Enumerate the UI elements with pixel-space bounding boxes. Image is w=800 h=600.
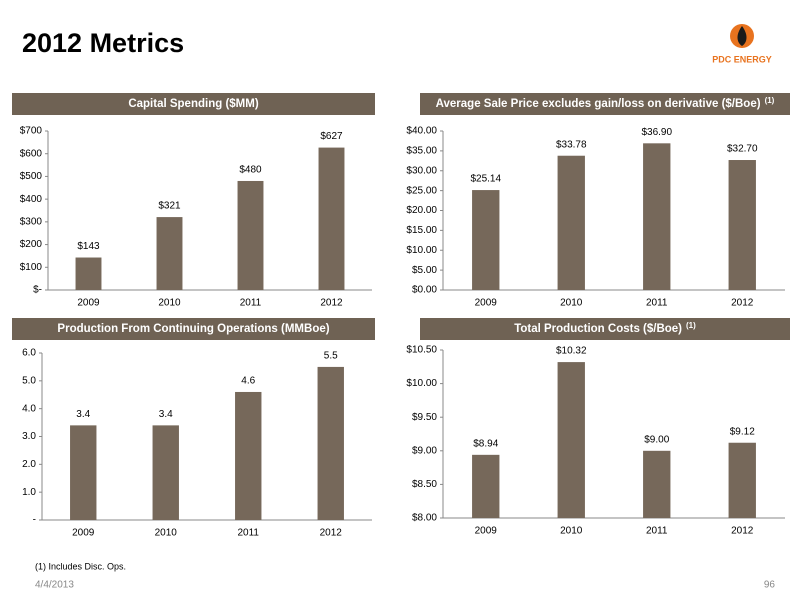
y-tick-label: 6.0: [22, 348, 36, 359]
bar: [728, 442, 756, 518]
data-label: $480: [239, 165, 262, 176]
data-label: $143: [77, 241, 100, 252]
chart-title-text: Capital Spending ($MM): [128, 98, 259, 110]
data-label: $9.00: [644, 434, 669, 445]
chart-title: Capital Spending ($MM): [128, 98, 259, 110]
x-tick-label: 2010: [155, 528, 178, 539]
y-tick-label: 4.0: [22, 403, 36, 414]
data-label: $9.12: [730, 426, 755, 437]
chart-title-note: (1): [765, 96, 775, 105]
chart-header: [12, 318, 375, 340]
data-label: $36.90: [641, 127, 672, 138]
chart-title: Average Sale Price excludes gain/loss on…: [436, 96, 775, 110]
bar: [643, 450, 671, 518]
chart-title: Production From Continuing Operations (M…: [57, 323, 329, 335]
y-tick-label: 1.0: [22, 487, 36, 498]
x-tick-label: 2011: [240, 298, 262, 309]
chart-title: Total Production Costs ($/Boe) (1): [514, 321, 696, 335]
y-tick-label: $200: [20, 239, 43, 250]
bar: [643, 143, 671, 290]
x-tick-label: 2011: [646, 526, 668, 537]
data-label: $33.78: [556, 139, 587, 150]
data-label: $10.32: [556, 346, 587, 357]
y-tick-label: $10.00: [406, 378, 437, 389]
bar: [237, 180, 264, 290]
y-tick-label: -: [33, 515, 36, 526]
y-tick-label: $8.50: [412, 479, 437, 490]
bar: [472, 454, 500, 518]
data-label: 4.6: [241, 376, 255, 387]
slide-title: 2012 Metrics: [22, 28, 184, 58]
bar: [557, 155, 585, 290]
bar: [728, 160, 756, 290]
x-tick-label: 2009: [77, 298, 100, 309]
y-tick-label: $300: [20, 216, 43, 227]
x-tick-label: 2012: [320, 298, 343, 309]
x-tick-label: 2009: [475, 298, 498, 309]
y-tick-label: $500: [20, 171, 43, 182]
y-tick-label: 5.0: [22, 375, 36, 386]
x-tick-label: 2011: [646, 298, 668, 309]
bar: [318, 147, 345, 290]
bar: [317, 366, 344, 520]
y-tick-label: $30.00: [406, 165, 437, 176]
bar: [70, 425, 97, 520]
x-tick-label: 2012: [731, 298, 754, 309]
chart-title-text: Average Sale Price excludes gain/loss on…: [436, 98, 761, 110]
chart-title-note: (1): [686, 321, 696, 330]
chart-header: [12, 93, 375, 115]
page-number: 96: [764, 580, 776, 591]
date: 4/4/2013: [35, 580, 74, 591]
chart-header: [420, 318, 790, 340]
y-tick-label: $15.00: [406, 225, 437, 236]
y-tick-label: $600: [20, 148, 43, 159]
y-tick-label: $100: [20, 262, 43, 273]
data-label: $321: [158, 201, 181, 212]
y-tick-label: $-: [33, 285, 42, 296]
data-label: $627: [320, 131, 343, 142]
x-tick-label: 2011: [237, 528, 259, 539]
bar: [152, 425, 179, 520]
chart-title-text: Total Production Costs ($/Boe): [514, 323, 682, 335]
data-label: $25.14: [470, 174, 501, 185]
y-tick-label: $9.50: [412, 412, 437, 423]
chart-header: [420, 93, 790, 115]
y-tick-label: $10.50: [406, 345, 437, 356]
logo-text: PDC ENERGY: [712, 54, 772, 64]
y-tick-label: $0.00: [412, 285, 437, 296]
y-tick-label: 3.0: [22, 431, 36, 442]
x-tick-label: 2010: [560, 526, 583, 537]
bar: [156, 217, 183, 290]
y-tick-label: $9.00: [412, 445, 437, 456]
logo-drop: [737, 26, 747, 46]
y-tick-label: $10.00: [406, 245, 437, 256]
x-tick-label: 2012: [731, 526, 754, 537]
y-tick-label: $400: [20, 194, 43, 205]
y-tick-label: $8.00: [412, 513, 437, 524]
bar: [557, 362, 585, 518]
y-tick-label: $20.00: [406, 205, 437, 216]
footnote: (1) Includes Disc. Ops.: [35, 561, 126, 571]
data-label: 3.4: [159, 409, 173, 420]
y-tick-label: 2.0: [22, 459, 36, 470]
data-label: $8.94: [473, 438, 498, 449]
data-label: 5.5: [324, 351, 338, 362]
x-tick-label: 2010: [158, 298, 181, 309]
y-tick-label: $25.00: [406, 185, 437, 196]
x-tick-label: 2012: [320, 528, 343, 539]
x-tick-label: 2009: [72, 528, 95, 539]
y-tick-label: $5.00: [412, 265, 437, 276]
x-tick-label: 2010: [560, 298, 583, 309]
y-tick-label: $40.00: [406, 126, 437, 137]
bar: [472, 190, 500, 290]
bar: [75, 257, 102, 290]
data-label: 3.4: [76, 409, 90, 420]
y-tick-label: $35.00: [406, 146, 437, 157]
chart-title-text: Production From Continuing Operations (M…: [57, 323, 329, 335]
bar: [235, 391, 262, 520]
x-tick-label: 2009: [475, 526, 498, 537]
data-label: $32.70: [727, 144, 758, 155]
y-tick-label: $700: [20, 126, 43, 137]
